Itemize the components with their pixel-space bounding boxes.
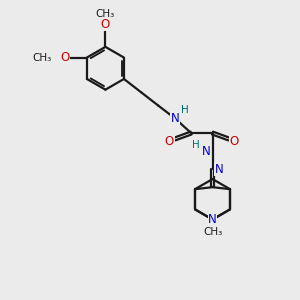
Text: CH₃: CH₃: [32, 52, 51, 63]
Text: N: N: [170, 112, 179, 125]
Text: H: H: [192, 140, 200, 150]
Text: N: N: [208, 213, 217, 226]
Text: CH₃: CH₃: [203, 227, 222, 237]
Text: O: O: [60, 51, 70, 64]
Text: H: H: [181, 105, 189, 115]
Text: CH₃: CH₃: [96, 9, 115, 19]
Text: N: N: [202, 145, 210, 158]
Text: O: O: [101, 18, 110, 31]
Text: O: O: [230, 136, 239, 148]
Text: N: N: [215, 163, 224, 176]
Text: O: O: [165, 136, 174, 148]
